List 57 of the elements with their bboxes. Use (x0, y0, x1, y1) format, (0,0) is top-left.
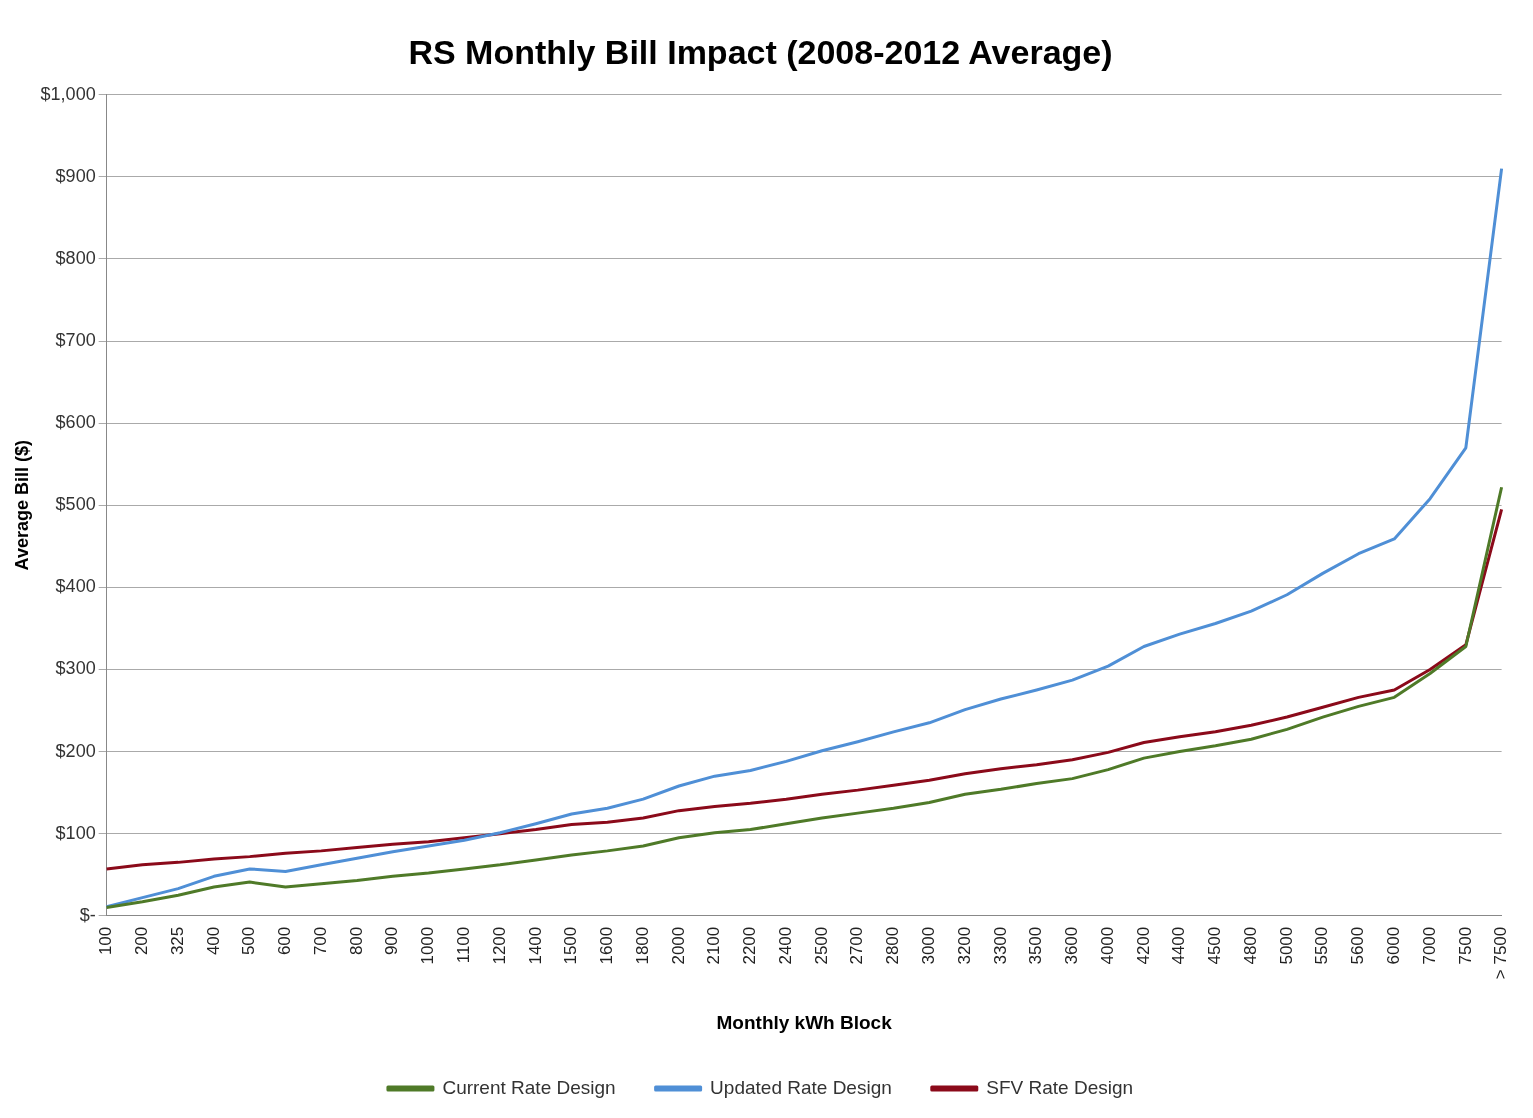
x-tick-label: 7500 (1455, 926, 1475, 965)
x-axis-title: Monthly kWh Block (716, 1011, 893, 1033)
x-tick-label: 3000 (919, 926, 938, 965)
y-axis-title: Average Bill ($) (11, 440, 32, 571)
x-tick-label: 2000 (668, 926, 688, 965)
x-tick-label: 2800 (883, 926, 903, 965)
x-tick-label: 3200 (954, 926, 974, 965)
y-tick-label: $700 (55, 330, 96, 351)
x-tick-label: 4400 (1169, 926, 1189, 965)
x-tick-label: 2200 (740, 926, 760, 965)
x-tick-label: 3500 (1026, 926, 1046, 965)
legend-label: Updated Rate Design (710, 1076, 892, 1098)
y-tick-label: $100 (55, 822, 96, 843)
y-tick-label: $1,000 (40, 83, 96, 104)
x-tick-label: 4000 (1097, 926, 1117, 965)
x-tick-label: > 7500 (1491, 926, 1511, 980)
x-tick-label: 325 (167, 926, 187, 956)
chart-title: RS Monthly Bill Impact (2008-2012 Average) (408, 32, 1113, 71)
x-tick-label: 900 (382, 926, 402, 956)
x-tick-label: 5600 (1348, 926, 1368, 965)
x-tick-label: 4500 (1205, 926, 1225, 965)
x-tick-label: 4200 (1133, 926, 1153, 965)
x-tick-label: 7000 (1419, 926, 1439, 965)
y-tick-label: $300 (55, 658, 96, 679)
x-tick-label: 1200 (489, 926, 509, 965)
x-tick-label: 2500 (811, 926, 831, 965)
x-tick-label: 500 (239, 926, 259, 956)
x-tick-label: 2400 (775, 926, 795, 965)
legend-label: Current Rate Design (442, 1076, 616, 1098)
x-tick-label: 800 (346, 926, 366, 956)
y-tick-label: $600 (55, 412, 96, 433)
x-tick-label: 1500 (561, 926, 581, 965)
x-tick-label: 200 (132, 926, 152, 956)
x-tick-label: 6000 (1383, 926, 1403, 965)
x-tick-label: 2100 (704, 926, 724, 965)
y-tick-label: $800 (55, 247, 96, 268)
x-tick-label: 3600 (1062, 926, 1082, 965)
x-tick-label: 100 (96, 926, 116, 956)
x-tick-label: 2700 (847, 926, 867, 965)
y-tick-label: $900 (55, 165, 96, 186)
legend-label: SFV Rate Design (986, 1076, 1134, 1098)
x-tick-label: 3300 (990, 926, 1010, 965)
x-tick-label: 4800 (1240, 926, 1260, 965)
y-tick-label: $500 (55, 494, 96, 515)
x-tick-label: 1600 (597, 926, 617, 965)
x-tick-label: 600 (275, 926, 295, 956)
x-tick-label: 700 (310, 926, 330, 956)
x-tick-label: 1000 (418, 926, 438, 965)
x-tick-label: 1400 (525, 926, 545, 965)
x-tick-label: 5500 (1312, 926, 1332, 965)
y-tick-label: $- (79, 904, 96, 925)
y-tick-label: $200 (55, 740, 96, 761)
x-tick-label: 5000 (1276, 926, 1296, 965)
x-tick-label: 1100 (454, 926, 474, 964)
x-tick-label: 400 (203, 926, 223, 956)
y-tick-label: $400 (55, 576, 96, 597)
x-tick-label: 1800 (632, 926, 652, 965)
